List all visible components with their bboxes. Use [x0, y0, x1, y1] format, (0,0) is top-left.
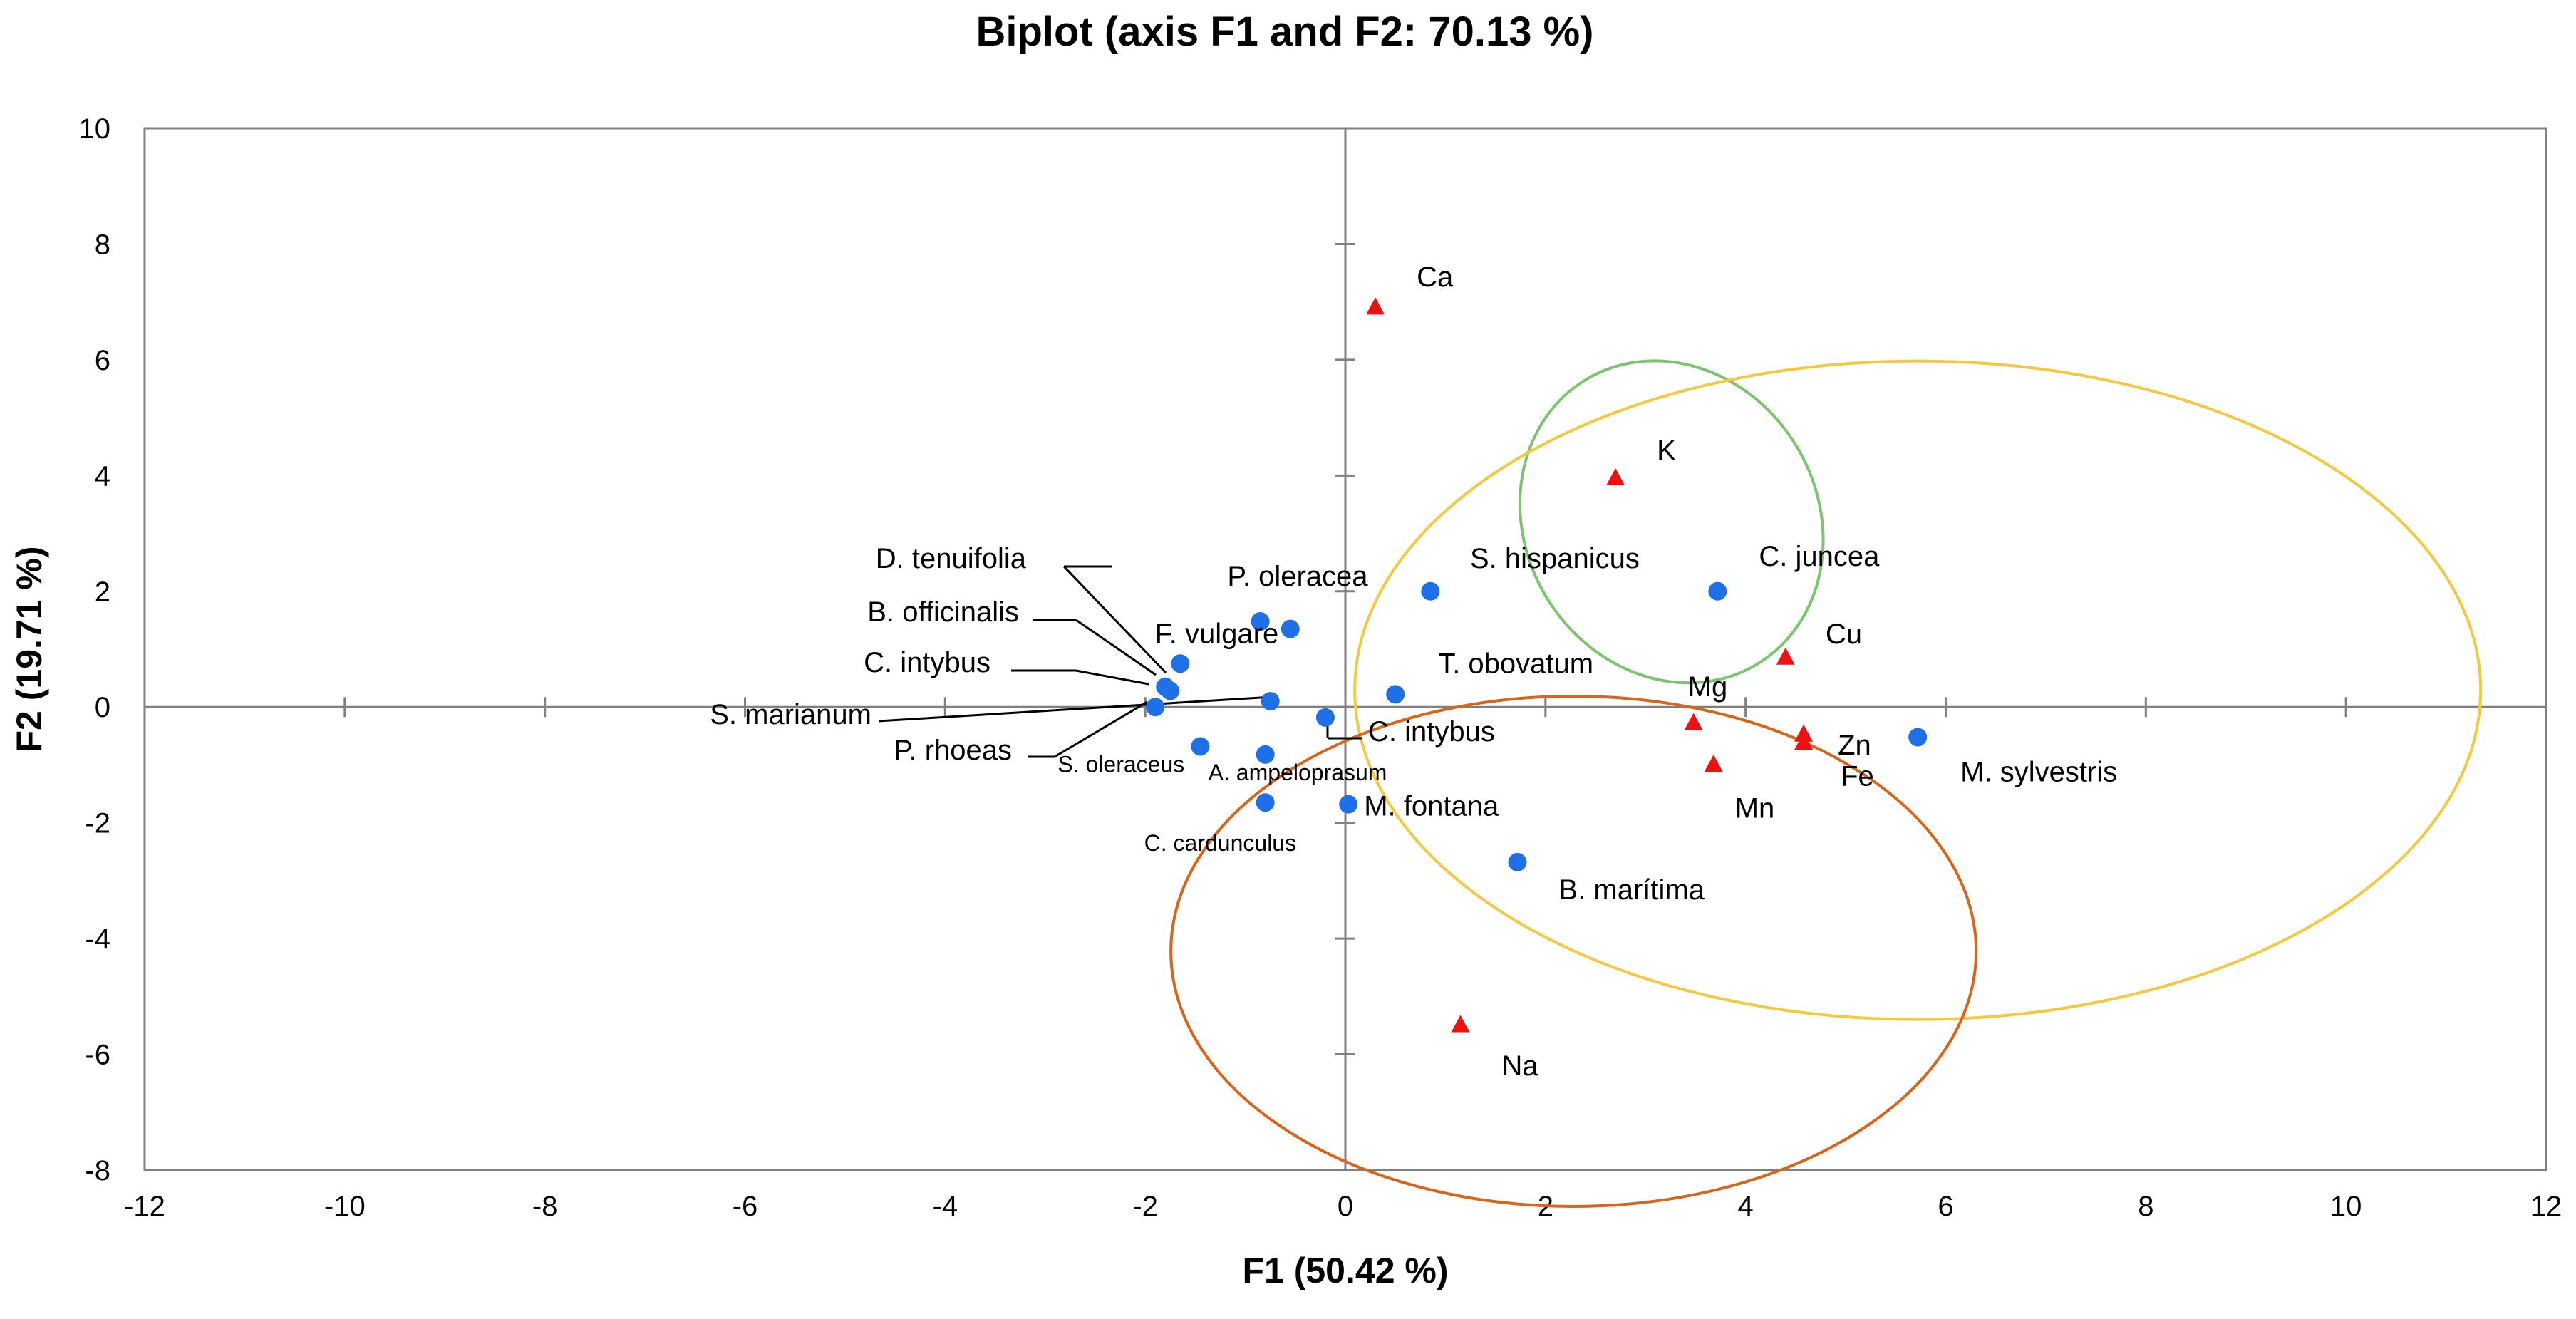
- observation-point: [1508, 852, 1527, 871]
- orange-group-ellipse: [1169, 694, 1978, 1208]
- x-tick-label: -12: [124, 1191, 165, 1222]
- variable-label: Cu: [1826, 619, 1862, 650]
- y-tick-label: 4: [95, 460, 110, 492]
- observation-point: [1251, 612, 1270, 631]
- observation-label: A. ampeloprasum: [1209, 760, 1387, 785]
- variable-label: Zn: [1838, 730, 1871, 761]
- variable-point: [1704, 755, 1723, 772]
- observation-point: [1421, 581, 1440, 601]
- observation-label: C. juncea: [1759, 541, 1880, 572]
- x-tick-label: -2: [1132, 1191, 1158, 1222]
- y-tick-label: 2: [95, 576, 110, 608]
- points-layer: [1146, 297, 1928, 1033]
- observation-label: B. marítima: [1559, 874, 1705, 906]
- callout-pointer-line: [878, 695, 1273, 723]
- observation-point: [1315, 708, 1335, 727]
- callout-label: B. officinalis: [867, 596, 1019, 628]
- callout-pointer-line: [1075, 669, 1149, 686]
- y-tick-label: 0: [95, 692, 110, 723]
- yellow-group-ellipse: [1353, 359, 2483, 1021]
- callout-pointer-line: [1062, 565, 1167, 674]
- variable-point: [1794, 733, 1814, 750]
- variable-point: [1776, 647, 1795, 665]
- group-label: S. hispanicus: [1470, 543, 1640, 574]
- x-tick-label: 12: [2530, 1191, 2562, 1222]
- y-tick-label: -8: [85, 1155, 110, 1186]
- observation-point: [1386, 685, 1405, 704]
- observation-point: [1161, 681, 1180, 700]
- variable-point: [1451, 1015, 1470, 1033]
- observation-label: P. oleracea: [1227, 561, 1368, 592]
- x-tick-label: -6: [733, 1191, 758, 1222]
- callout-label: C. intybus: [1368, 716, 1495, 748]
- groups-layer: [1169, 359, 2483, 1208]
- x-tick-label: 10: [2330, 1191, 2362, 1222]
- variable-label: Mg: [1688, 671, 1728, 703]
- x-axis-title: F1 (50.42 %): [1242, 1251, 1448, 1290]
- chart-title: Biplot (axis F1 and F2: 70.13 %): [976, 9, 1594, 55]
- variable-label: Fe: [1841, 761, 1874, 792]
- callout-label: C. intybus: [864, 647, 990, 678]
- x-tick-label: -10: [324, 1191, 366, 1222]
- y-tick-label: 10: [79, 113, 111, 145]
- observation-label: T. obovatum: [1438, 648, 1593, 679]
- y-axis-title: F2 (19.71 %): [9, 546, 49, 752]
- y-tick-label: 6: [95, 345, 110, 376]
- observation-point: [1146, 698, 1165, 717]
- callout-pointer-line: [1075, 619, 1157, 676]
- observation-point: [1171, 654, 1190, 673]
- observation-point: [1191, 737, 1210, 756]
- y-tick-label: -4: [85, 924, 110, 955]
- y-tick-label: -2: [85, 808, 110, 839]
- callout-label: D. tenuifolia: [876, 543, 1027, 574]
- observation-label: M. fontana: [1364, 791, 1499, 822]
- variable-point: [1366, 297, 1385, 315]
- x-tick-label: 4: [1738, 1191, 1754, 1222]
- variable-point: [1606, 467, 1625, 485]
- callout-label: P. rhoeas: [894, 735, 1012, 766]
- observation-label: F. vulgare: [1155, 619, 1278, 650]
- observation-point: [1908, 728, 1928, 747]
- x-tick-label: -8: [532, 1191, 558, 1222]
- observation-point: [1708, 581, 1727, 601]
- observation-point: [1281, 619, 1300, 638]
- y-tick-label: 8: [95, 229, 110, 260]
- callout-label: S. marianum: [710, 699, 871, 730]
- observation-label: C. cardunculus: [1144, 830, 1296, 856]
- callouts-layer: D. tenuifolia B. officinalis C. intybus S. …: [710, 543, 1495, 766]
- x-tick-label: 0: [1338, 1191, 1353, 1222]
- observation-point: [1256, 793, 1275, 812]
- y-tick-label: -6: [85, 1040, 110, 1071]
- variable-label: Ca: [1417, 262, 1454, 293]
- observation-label: M. sylvestris: [1960, 756, 2117, 787]
- observation-point: [1256, 745, 1275, 764]
- observation-label: S. oleraceus: [1057, 751, 1184, 777]
- x-tick-label: 6: [1938, 1191, 1953, 1222]
- variable-label: Na: [1501, 1050, 1538, 1082]
- callout-pointer-line: [1054, 700, 1148, 758]
- x-tick-label: -4: [933, 1191, 958, 1222]
- x-tick-label: 8: [2138, 1191, 2153, 1222]
- variable-label: K: [1657, 435, 1676, 466]
- variable-label: Mn: [1735, 792, 1775, 824]
- observation-point: [1339, 795, 1358, 814]
- green-group-ellipse: [1518, 359, 1825, 685]
- observation-point: [1261, 692, 1280, 711]
- variable-point: [1684, 713, 1703, 730]
- labels-layer: P. oleracea F. vulgare T. obovatum S. olera…: [1057, 262, 2117, 1082]
